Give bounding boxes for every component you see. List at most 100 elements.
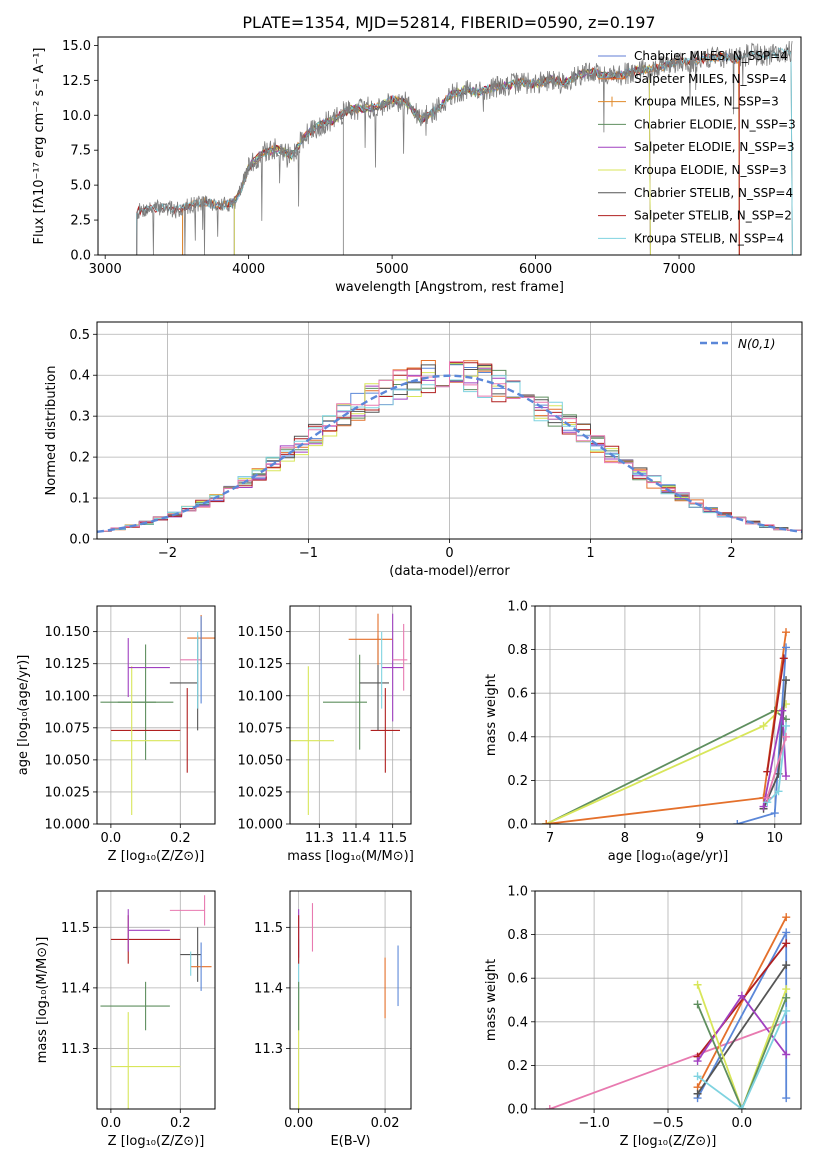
weight-marker: [782, 928, 791, 937]
y-tick-label: 1.0: [507, 600, 528, 615]
axes-frame: [289, 890, 412, 1110]
y-tick-label: 0.8: [507, 643, 528, 658]
weight-line: [766, 736, 787, 799]
y-tick-label: 10.100: [45, 689, 91, 704]
plot-area: [298, 903, 399, 1109]
y-tick-label: 11.4: [61, 981, 90, 996]
x-tick-label: 1: [586, 546, 594, 561]
x-tick-label: −1.0: [578, 1116, 610, 1131]
weight-marker: [737, 1105, 746, 1109]
weight-marker: [693, 1000, 702, 1009]
axes-frame: [534, 605, 802, 825]
weight-marker: [782, 721, 791, 730]
y-tick-label: 10.000: [45, 818, 91, 833]
weight-marker: [782, 993, 791, 1002]
observed-spectrum-line: [136, 40, 793, 255]
y-tick-label: 10.025: [238, 785, 284, 800]
y-axis-label: mass weight: [484, 674, 499, 756]
y-tick-label: 10.025: [45, 785, 91, 800]
x-tick-label: 6000: [519, 262, 552, 277]
x-tick-label: 0.0: [101, 1116, 122, 1131]
weight-line: [766, 658, 785, 772]
weight-line: [549, 1020, 787, 1109]
weight-marker: [737, 991, 746, 1000]
weight-marker: [693, 1089, 702, 1098]
x-tick-label: 0: [445, 546, 453, 561]
legend-label: Chabrier ELODIE, N_SSP=3: [634, 117, 796, 131]
weight-line: [696, 997, 788, 1109]
x-tick-label: 0.2: [170, 1116, 191, 1131]
y-tick-label: 10.050: [238, 753, 284, 768]
x-tick-label: 4000: [232, 262, 265, 277]
y-axis-label: mass [log₁₀(M/M⊙)]: [35, 937, 50, 1064]
y-tick-label: 0.4: [69, 369, 90, 384]
weight-vs-age-panel: 7 8 9 10 0.0 0.2 0.4 0.6 0.8 1.0 age [log₁₀(age/yr…: [484, 600, 802, 864]
y-tick-label: 2.5: [70, 214, 91, 229]
y-tick-label: 0.5: [69, 328, 90, 343]
weight-marker: [782, 939, 791, 948]
weight-marker: [763, 793, 772, 802]
y-axis-label: Normed distribution: [44, 366, 59, 496]
weight-marker: [759, 721, 768, 730]
y-tick-label: 0.4: [507, 1015, 528, 1030]
x-tick-label: 8: [621, 831, 629, 846]
weight-marker: [782, 1094, 791, 1103]
legend-label: Salpeter MILES, N_SSP=4: [634, 72, 787, 86]
y-tick-label: 10.125: [238, 657, 284, 672]
y-axis-label: Flux [fλ10⁻¹⁷ erg cm⁻² s⁻¹ A⁻¹]: [32, 48, 47, 245]
weight-marker: [545, 1105, 554, 1109]
y-tick-label: 11.5: [61, 921, 90, 936]
y-tick-label: 12.5: [62, 74, 91, 89]
plot-area: [545, 913, 791, 1109]
x-tick-label: 0.02: [371, 1116, 400, 1131]
x-tick-label: 11.3: [305, 831, 334, 846]
plot-area: [290, 613, 408, 816]
y-tick-label: 10.0: [62, 109, 91, 124]
residuals-panel: −2 −1 0 1 2 0.0 0.1 0.2 0.3 0.4 0.5 (data-model)/er…: [44, 321, 803, 579]
legend-label: Salpeter ELODIE, N_SSP=3: [634, 140, 795, 154]
weight-marker: [782, 1006, 791, 1015]
weight-line: [696, 984, 788, 1109]
plot-area: [100, 895, 212, 1109]
y-axis-label: mass weight: [484, 959, 499, 1041]
weight-marker: [779, 654, 788, 663]
legend-label: N(0,1): [738, 337, 775, 351]
x-tick-label: 11.5: [378, 831, 407, 846]
y-tick-label: 0.2: [507, 774, 528, 789]
y-tick-label: 0.0: [507, 818, 528, 833]
plot-area: [542, 628, 791, 824]
x-tick-label: 2: [727, 546, 735, 561]
figure-title: PLATE=1354, MJD=52814, FIBERID=0590, z=0…: [242, 13, 655, 32]
axes-frame: [289, 605, 412, 825]
x-tick-label: −0.5: [652, 1116, 684, 1131]
y-tick-label: 10.050: [45, 753, 91, 768]
y-tick-label: 11.4: [254, 981, 283, 996]
x-axis-label: E(B-V): [330, 1134, 370, 1149]
x-tick-label: 0.0: [732, 1116, 753, 1131]
weight-line: [696, 916, 787, 1088]
y-tick-label: 0.0: [507, 1103, 528, 1118]
weight-marker: [782, 1050, 791, 1059]
x-tick-label: 10: [767, 831, 784, 846]
y-tick-label: 0.2: [507, 1059, 528, 1074]
y-tick-label: 0.6: [507, 687, 528, 702]
legend-label: Kroupa STELIB, N_SSP=4: [634, 231, 784, 245]
weight-marker: [542, 820, 551, 824]
weight-marker: [693, 980, 702, 989]
y-tick-label: 0.2: [69, 451, 90, 466]
y-tick-label: 11.5: [254, 921, 283, 936]
weight-marker: [782, 772, 791, 781]
y-tick-label: 11.3: [61, 1042, 90, 1057]
axes-frame: [96, 605, 216, 825]
weight-marker: [733, 820, 742, 824]
y-tick-label: 15.0: [62, 39, 91, 54]
x-axis-label: wavelength [Angstrom, rest frame]: [335, 280, 564, 295]
y-axis-label: age [log₁₀(age/yr)]: [16, 655, 31, 776]
weight-marker: [782, 628, 791, 637]
x-tick-label: 5000: [376, 262, 409, 277]
mass-vs-metallicity-panel: 0.0 0.2 11.3 11.4 11.5 Z [log₁₀(Z/Z⊙)] mass [l…: [35, 890, 216, 1149]
y-tick-label: 0.0: [69, 533, 90, 548]
legend-label: Chabrier STELIB, N_SSP=4: [634, 186, 793, 200]
plot-area: [136, 40, 793, 255]
age-vs-metallicity-panel: 0.0 0.2 10.000 10.025 10.050 10.075 10.100 10.1…: [16, 605, 216, 864]
